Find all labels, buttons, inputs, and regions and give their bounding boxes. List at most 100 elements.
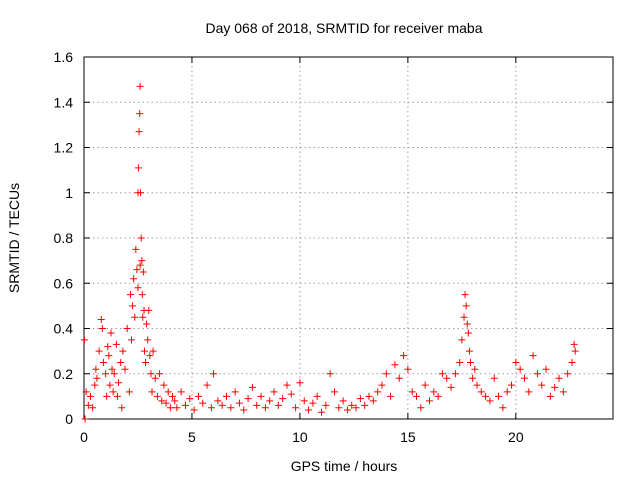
data-point xyxy=(139,313,147,321)
data-point xyxy=(570,340,578,348)
data-point xyxy=(261,404,269,412)
data-point xyxy=(136,110,144,118)
data-point xyxy=(451,370,459,378)
data-point xyxy=(138,257,146,265)
data-point xyxy=(145,306,153,314)
data-point xyxy=(132,245,140,253)
data-point xyxy=(91,381,99,389)
data-point xyxy=(447,383,455,391)
y-tick-label: 1.2 xyxy=(54,140,74,156)
data-point xyxy=(128,336,136,344)
data-point xyxy=(190,406,198,414)
data-point xyxy=(164,388,172,396)
x-tick-label: 5 xyxy=(188,429,196,445)
data-point xyxy=(318,408,326,416)
data-point xyxy=(86,392,94,400)
data-point xyxy=(227,404,235,412)
data-point xyxy=(551,383,559,391)
data-point xyxy=(257,392,265,400)
data-point xyxy=(138,291,146,299)
plot-frame xyxy=(83,56,614,420)
data-point xyxy=(207,404,215,412)
data-point xyxy=(186,395,194,403)
data-point xyxy=(477,388,485,396)
data-point xyxy=(160,381,168,389)
data-point xyxy=(279,395,287,403)
data-point xyxy=(177,388,185,396)
data-point xyxy=(512,358,520,366)
data-point xyxy=(466,358,474,366)
data-point xyxy=(92,365,100,373)
data-point xyxy=(568,358,576,366)
y-tick-label: 0.2 xyxy=(54,366,74,382)
data-point xyxy=(125,388,133,396)
data-point xyxy=(462,302,470,310)
data-point xyxy=(153,392,161,400)
data-point xyxy=(84,401,92,409)
data-point xyxy=(248,383,256,391)
data-point xyxy=(495,392,503,400)
data-point xyxy=(343,406,351,414)
data-point xyxy=(107,329,115,337)
data-point xyxy=(194,392,202,400)
data-point xyxy=(361,401,369,409)
data-point xyxy=(339,397,347,405)
data-point xyxy=(270,388,278,396)
data-point xyxy=(210,370,218,378)
grid xyxy=(84,57,613,419)
data-point xyxy=(142,358,150,366)
data-point xyxy=(300,397,308,405)
data-point xyxy=(378,381,386,389)
data-point xyxy=(464,329,472,337)
data-point xyxy=(533,370,541,378)
data-point xyxy=(134,164,142,172)
data-point xyxy=(97,315,105,323)
data-point xyxy=(305,406,313,414)
data-point xyxy=(133,266,141,274)
data-point xyxy=(199,399,207,407)
data-point xyxy=(240,406,248,414)
data-point xyxy=(458,336,466,344)
data-point xyxy=(82,388,90,396)
data-point xyxy=(443,374,451,382)
data-point xyxy=(456,358,464,366)
data-point xyxy=(348,401,356,409)
data-point xyxy=(140,347,148,355)
data-point xyxy=(356,395,364,403)
data-point xyxy=(529,352,537,360)
data-point xyxy=(555,374,563,382)
data-point xyxy=(129,302,137,310)
data-point xyxy=(365,392,373,400)
data-point xyxy=(147,370,155,378)
data-point xyxy=(508,381,516,389)
data-point xyxy=(104,343,112,351)
data-point xyxy=(136,261,144,269)
y-tick-label: 1.6 xyxy=(54,49,74,65)
data-point xyxy=(266,397,274,405)
data-point xyxy=(309,399,317,407)
data-point xyxy=(322,401,330,409)
data-point xyxy=(465,347,473,355)
data-point xyxy=(417,404,425,412)
data-point xyxy=(93,374,101,382)
data-point xyxy=(499,404,507,412)
data-point xyxy=(274,401,282,409)
data-point xyxy=(425,397,433,405)
data-point xyxy=(369,397,377,405)
y-tick-label: 0 xyxy=(65,411,73,427)
data-point xyxy=(115,379,123,387)
data-point xyxy=(461,291,469,299)
data-point xyxy=(460,313,468,321)
data-point xyxy=(214,397,222,405)
x-tick-label: 20 xyxy=(508,429,524,445)
data-point xyxy=(564,370,572,378)
data-point xyxy=(235,399,243,407)
data-point xyxy=(463,320,471,328)
data-point xyxy=(110,370,118,378)
data-point xyxy=(223,392,231,400)
data-point xyxy=(434,392,442,400)
data-point xyxy=(525,388,533,396)
y-tick-label: 0.4 xyxy=(54,321,74,337)
data-point xyxy=(382,370,390,378)
data-point xyxy=(126,291,134,299)
